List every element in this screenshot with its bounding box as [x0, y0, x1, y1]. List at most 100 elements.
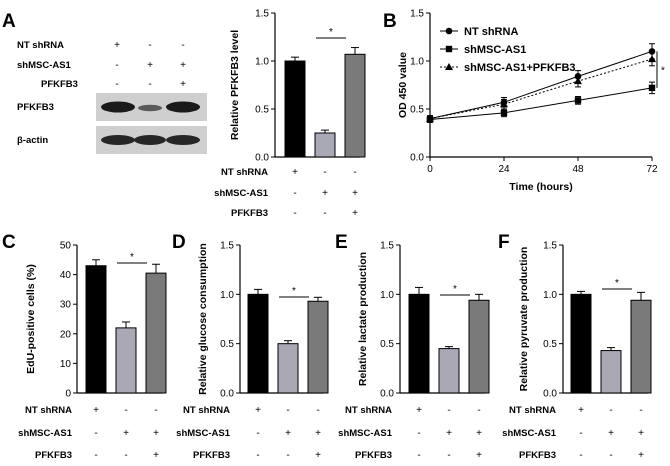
- x-tick-label: 72: [646, 164, 658, 175]
- group-sign: -: [477, 405, 480, 416]
- group-row-label: shMSC-AS1: [502, 428, 557, 439]
- panel-letter-c: C: [2, 232, 16, 253]
- blot-row-label-nt-shrna: NT shRNA: [17, 40, 64, 51]
- blot-band: [166, 101, 200, 113]
- line-series: [426, 81, 656, 123]
- line-series: [426, 51, 656, 122]
- bar: [600, 350, 622, 394]
- data-point: [500, 109, 508, 117]
- group-sign: +: [476, 450, 482, 461]
- blot-band: [134, 135, 166, 145]
- y-tick-label: 1.5: [255, 9, 269, 20]
- blot-sign: -: [181, 40, 184, 51]
- y-tick-label: 1.0: [410, 57, 424, 68]
- group-sign: -: [609, 405, 612, 416]
- y-tick-label: 0.5: [410, 105, 424, 116]
- group-sign: -: [353, 167, 356, 178]
- group-row-label: NT shRNA: [345, 405, 392, 416]
- legend-marker: [445, 45, 453, 53]
- group-sign: +: [638, 428, 644, 439]
- bar: [85, 265, 107, 394]
- blot-label-pfkfb3: PFKFB3: [17, 102, 54, 113]
- blot-sign: +: [180, 79, 186, 90]
- group-sign: +: [292, 167, 298, 178]
- group-sign: -: [256, 450, 259, 461]
- y-tick-label: 0.0: [255, 153, 269, 164]
- x-tick-label: 48: [572, 164, 584, 175]
- blot-band: [166, 135, 200, 145]
- y-tick-label: 30: [60, 300, 72, 311]
- y-tick-label: 1.0: [380, 290, 394, 301]
- legend-label: NT shRNA: [464, 26, 518, 38]
- group-sign: -: [94, 428, 97, 439]
- data-point: [426, 114, 434, 122]
- y-axis-label: Relative lactate production: [357, 252, 369, 386]
- group-sign: -: [124, 405, 127, 416]
- y-tick-label: 1.5: [220, 241, 234, 252]
- group-row-label: shMSC-AS1: [176, 428, 231, 439]
- bar: [408, 293, 430, 394]
- data-point: [574, 77, 582, 85]
- y-axis-label: Relative glucose consumption: [197, 243, 209, 395]
- group-row-label: shMSC-AS1: [214, 188, 269, 199]
- legend-label: shMSC-AS1+PFKFB3: [464, 62, 576, 74]
- group-sign: +: [352, 208, 358, 219]
- group-sign: +: [315, 450, 321, 461]
- blot-sign: -: [115, 60, 118, 71]
- data-point: [648, 55, 656, 63]
- group-sign: -: [323, 167, 326, 178]
- bar: [115, 327, 137, 394]
- charts-layer: 0.0 0.5 1.0 1.5 * Relative PFKFB3 level NT shR…: [18, 9, 665, 462]
- group-row-label: shMSC-AS1: [338, 428, 393, 439]
- group-row-label: PFKFB3: [35, 450, 72, 461]
- group-sign: +: [93, 405, 99, 416]
- group-sign: -: [286, 405, 289, 416]
- y-tick-label: 0.0: [220, 389, 234, 400]
- legend-marker: [445, 63, 453, 70]
- group-row-label: NT shRNA: [509, 405, 556, 416]
- x-tick-label: 0: [427, 164, 433, 175]
- series-line: [429, 87, 653, 121]
- y-tick-label: 0: [65, 389, 71, 400]
- group-sign: +: [123, 428, 129, 439]
- blot-band: [101, 101, 135, 113]
- bar: [630, 299, 652, 394]
- bar: [468, 299, 490, 394]
- blot-sign: -: [148, 40, 151, 51]
- y-tick-label: 0.0: [380, 389, 394, 400]
- blot-row-label-shmsc-as1: shMSC-AS1: [17, 60, 72, 71]
- group-sign: -: [579, 428, 582, 439]
- group-sign: -: [293, 208, 296, 219]
- western-blot: PFKFB3 β-actin: [17, 93, 207, 154]
- y-tick-label: 1.0: [543, 290, 557, 301]
- panel-letter-a: A: [2, 11, 16, 32]
- blot-band: [138, 104, 162, 112]
- group-sign: -: [579, 450, 582, 461]
- bar: [314, 132, 336, 158]
- group-sign: +: [352, 188, 358, 199]
- significance-star: *: [329, 27, 333, 38]
- series-line: [429, 58, 653, 120]
- x-tick-label: 24: [498, 164, 510, 175]
- significance-star: *: [130, 252, 134, 263]
- y-tick-label: 0.5: [255, 105, 269, 116]
- group-sign: +: [322, 188, 328, 199]
- group-sign: +: [446, 428, 452, 439]
- group-sign: +: [153, 450, 159, 461]
- bar: [145, 272, 167, 394]
- significance-star: *: [292, 286, 296, 297]
- group-sign: +: [285, 428, 291, 439]
- group-sign: -: [94, 450, 97, 461]
- bar: [307, 300, 329, 394]
- bar: [247, 293, 269, 394]
- y-tick-label: 1.0: [255, 57, 269, 68]
- group-sign: +: [476, 428, 482, 439]
- bar: [570, 293, 592, 394]
- group-sign: -: [447, 405, 450, 416]
- data-point: [648, 48, 656, 55]
- y-tick-label: 20: [60, 329, 72, 340]
- group-sign: -: [286, 450, 289, 461]
- chart-panel-c: 0 10 20 30 40 50 * EdU-positive cells (%) NT shR…: [18, 241, 167, 461]
- panel-letter-b: B: [383, 11, 397, 32]
